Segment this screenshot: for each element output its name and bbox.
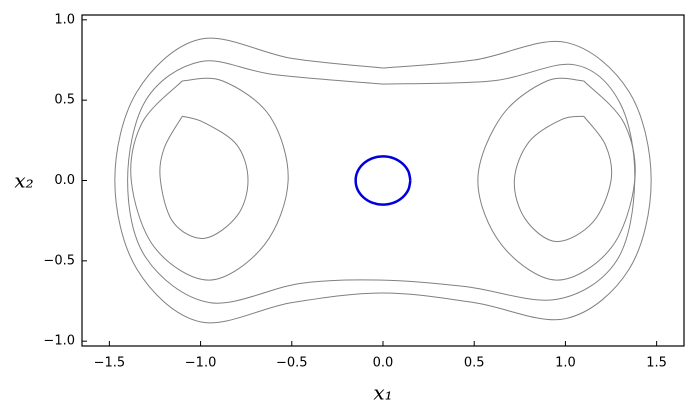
y-tick-label: −0.5: [43, 253, 75, 268]
trajectory: [130, 77, 289, 281]
x-axis-label: x₁: [373, 381, 392, 405]
plot-frame: [81, 14, 685, 347]
y-axis-label: x₂: [14, 169, 33, 193]
y-tick-label: 1.0: [54, 12, 75, 27]
y-tick-label: 0.5: [54, 93, 75, 108]
trajectory: [477, 77, 636, 281]
x-tick-label: 0.5: [464, 356, 485, 371]
y-tick-label: 0.0: [54, 173, 75, 188]
trajectory: [513, 115, 613, 243]
x-tick-label: 1.0: [555, 356, 576, 371]
x-tick-label: −1.0: [185, 356, 217, 371]
trajectory: [127, 60, 636, 304]
x-tick-label: 0.0: [373, 356, 394, 371]
x-tick-label: 1.5: [646, 356, 667, 371]
x-tick-label: −0.5: [276, 356, 308, 371]
trajectory: [114, 37, 652, 324]
trajectory: [159, 115, 249, 239]
x-tick-label: −1.5: [94, 356, 126, 371]
trajectory: [354, 155, 412, 206]
y-tick-label: −1.0: [43, 334, 75, 349]
